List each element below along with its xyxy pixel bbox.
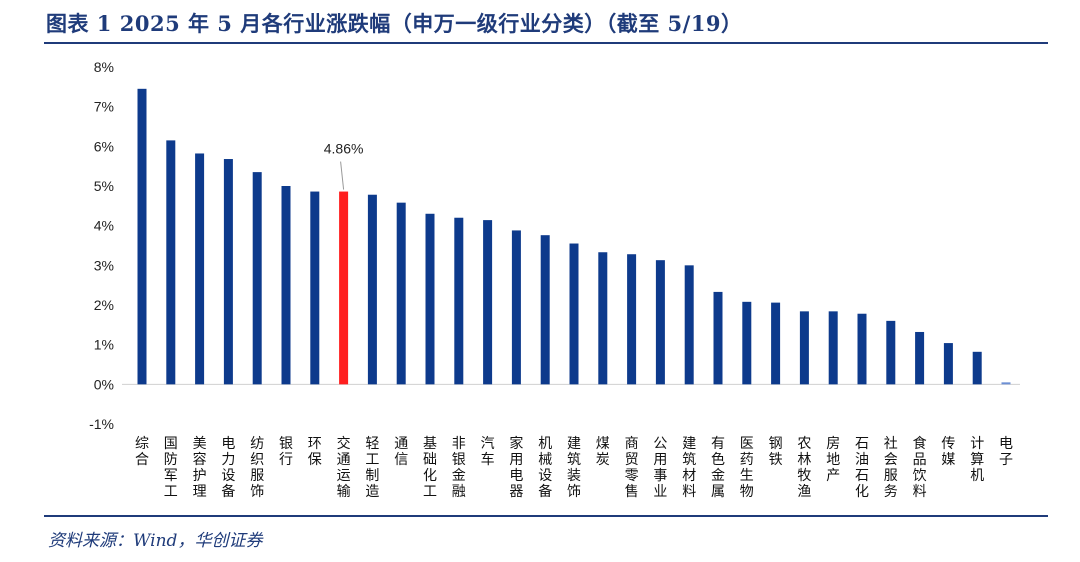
title-divider bbox=[44, 42, 1048, 44]
bar-计算机 bbox=[972, 351, 982, 385]
bar-国防军工 bbox=[166, 140, 176, 385]
category-label: 有色金属 bbox=[711, 436, 725, 500]
annotation-leader bbox=[340, 161, 345, 190]
bar-电力设备 bbox=[223, 159, 233, 385]
bar-公用事业 bbox=[655, 260, 665, 385]
category-label: 石油石化 bbox=[855, 436, 869, 500]
category-label: 商贸零售 bbox=[625, 436, 639, 500]
bar-食品饮料 bbox=[915, 331, 925, 385]
y-tick-label: -1% bbox=[89, 416, 114, 432]
category-label: 公用事业 bbox=[653, 436, 667, 500]
category-label: 电力设备 bbox=[221, 436, 235, 500]
y-tick-label: 7% bbox=[94, 99, 114, 115]
category-label: 房地产 bbox=[826, 436, 840, 484]
bar-钢铁 bbox=[771, 302, 781, 385]
category-label: 医药生物 bbox=[740, 436, 754, 500]
bar-非银金融 bbox=[454, 217, 464, 385]
bar-房地产 bbox=[828, 311, 838, 385]
category-label: 国防军工 bbox=[164, 436, 178, 500]
chart-title: 图表 1 2025 年 5 月各行业涨跌幅（申万一级行业分类）（截至 5/19） bbox=[46, 11, 743, 36]
category-label: 电子 bbox=[999, 436, 1013, 468]
y-tick-label: 6% bbox=[94, 138, 114, 154]
category-label: 机械设备 bbox=[538, 436, 552, 500]
category-label: 建筑装饰 bbox=[567, 436, 581, 500]
y-tick-label: 1% bbox=[94, 337, 114, 353]
bar-美容护理 bbox=[195, 153, 205, 385]
bar-银行 bbox=[281, 186, 291, 385]
bar-机械设备 bbox=[540, 235, 550, 385]
bar-轻工制造 bbox=[367, 194, 377, 385]
category-label: 煤炭 bbox=[596, 436, 610, 468]
bar-通信 bbox=[396, 202, 406, 385]
bar-医药生物 bbox=[742, 301, 752, 385]
category-label: 非银金融 bbox=[452, 436, 466, 500]
category-label: 钢铁 bbox=[769, 436, 783, 468]
category-label: 通信 bbox=[394, 436, 408, 468]
category-label: 基础化工 bbox=[423, 435, 437, 500]
bar-建筑装饰 bbox=[569, 243, 579, 385]
bar-煤炭 bbox=[598, 252, 608, 385]
bar-基础化工 bbox=[425, 213, 435, 385]
y-tick-label: 2% bbox=[94, 297, 114, 313]
bar-有色金属 bbox=[713, 291, 723, 385]
bar-传媒 bbox=[943, 343, 953, 385]
category-label: 食品饮料 bbox=[913, 435, 927, 500]
category-label: 家用电器 bbox=[509, 435, 523, 500]
bar-交通运输 bbox=[339, 191, 349, 385]
bar-汽车 bbox=[483, 220, 493, 385]
category-label: 美容护理 bbox=[193, 436, 207, 500]
category-label: 社会服务 bbox=[884, 436, 898, 500]
y-tick-label: 0% bbox=[94, 376, 114, 392]
bar-建筑材料 bbox=[684, 265, 694, 385]
bar-社会服务 bbox=[886, 320, 896, 385]
bar-家用电器 bbox=[511, 230, 521, 385]
bar-综合 bbox=[137, 88, 147, 385]
category-label: 交通运输 bbox=[337, 435, 351, 500]
bar-商贸零售 bbox=[627, 254, 637, 385]
bar-石油石化 bbox=[857, 313, 867, 385]
source-note: 资料来源：Wind，华创证券 bbox=[48, 531, 263, 551]
category-label: 汽车 bbox=[481, 436, 495, 468]
bar-纺织服饰 bbox=[252, 172, 262, 385]
category-label: 综合 bbox=[135, 436, 149, 468]
category-label: 传媒 bbox=[941, 436, 955, 468]
category-label: 银行 bbox=[279, 436, 293, 468]
category-label: 轻工制造 bbox=[365, 436, 379, 500]
y-tick-label: 8% bbox=[94, 59, 114, 75]
category-label: 计算机 bbox=[970, 436, 984, 484]
bar-环保 bbox=[310, 191, 320, 385]
category-label: 纺织服饰 bbox=[250, 436, 264, 500]
footer-divider bbox=[44, 515, 1048, 517]
y-tick-label: 4% bbox=[94, 218, 114, 234]
y-tick-label: 5% bbox=[94, 178, 114, 194]
category-label: 环保 bbox=[308, 436, 322, 468]
y-tick-label: 3% bbox=[94, 257, 114, 273]
bar-电子 bbox=[1001, 382, 1011, 385]
annotation-label: 4.86% bbox=[324, 141, 364, 157]
category-label: 农林牧渔 bbox=[797, 436, 811, 500]
bar-农林牧渔 bbox=[799, 311, 809, 385]
category-label: 建筑材料 bbox=[682, 436, 696, 500]
